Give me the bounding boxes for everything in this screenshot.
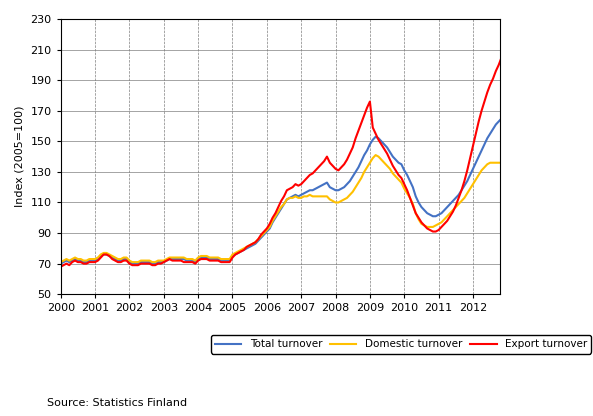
Line: Domestic turnover: Domestic turnover — [60, 154, 524, 262]
Export turnover — [238, 249, 245, 254]
Line: Export turnover: Export turnover — [60, 45, 513, 267]
Domestic turnover — [455, 201, 462, 206]
Export turnover — [203, 257, 211, 262]
Total turnover — [421, 208, 428, 213]
Total turnover — [487, 131, 494, 136]
Total turnover — [186, 258, 193, 263]
Domestic turnover — [487, 160, 494, 165]
Line: Total turnover: Total turnover — [60, 111, 524, 264]
Text: Source: Statistics Finland: Source: Statistics Finland — [47, 398, 187, 408]
Domestic turnover — [515, 154, 522, 159]
Domestic turnover — [186, 257, 193, 262]
Domestic turnover — [421, 223, 428, 228]
Total turnover — [518, 110, 525, 115]
Export turnover — [57, 264, 64, 269]
Total turnover — [521, 111, 528, 116]
Export turnover — [183, 260, 190, 265]
Domestic turnover — [57, 260, 64, 265]
Legend: Total turnover, Domestic turnover, Export turnover: Total turnover, Domestic turnover, Expor… — [211, 335, 591, 354]
Export turnover — [504, 42, 511, 47]
Domestic turnover — [521, 151, 528, 156]
Total turnover — [395, 160, 402, 165]
Export turnover — [346, 151, 353, 156]
Total turnover — [455, 192, 462, 197]
Export turnover — [387, 157, 394, 162]
Y-axis label: Index (2005=100): Index (2005=100) — [15, 106, 25, 207]
Domestic turnover — [395, 177, 402, 182]
Export turnover — [509, 42, 517, 47]
Total turnover — [57, 261, 64, 266]
Export turnover — [438, 225, 445, 230]
Total turnover — [515, 108, 522, 113]
